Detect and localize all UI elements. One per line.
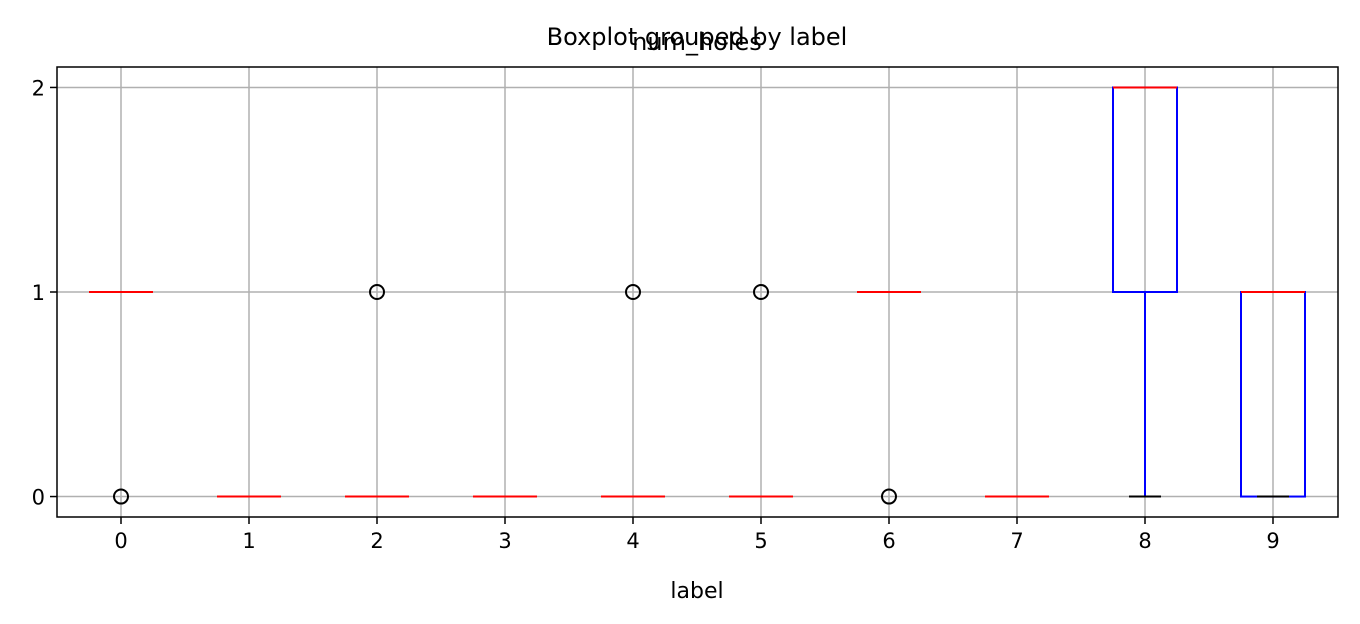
box-layer [89,86,1306,505]
x-tick-label-0: 0 [114,529,127,553]
box-group-2 [345,284,409,498]
chart-subtitle: num_holes [632,28,762,56]
x-axis-label: label [670,579,723,604]
y-tick-label-1: 1 [32,281,45,305]
y-tick-label-2: 2 [32,76,45,100]
x-tick-label-5: 5 [754,529,767,553]
x-tick-label-8: 8 [1138,529,1151,553]
flier-0-0 [113,488,129,505]
y-tick-label-0: 0 [32,486,45,510]
chart-title: Boxplot grouped by label [547,23,848,51]
x-tick-label-2: 2 [370,529,383,553]
x-tick-label-7: 7 [1010,529,1023,553]
box-group-0 [89,291,153,505]
plot-frame [56,66,1339,518]
box-group-5 [729,284,793,498]
x-tick-label-6: 6 [882,529,895,553]
box-group-8 [1112,86,1178,498]
x-tick-label-4: 4 [626,529,639,553]
box-group-6 [857,291,921,505]
x-tick-label-3: 3 [498,529,511,553]
box-group-4 [601,284,665,498]
x-tick-label-9: 9 [1266,529,1279,553]
box-group-9 [1240,291,1306,498]
x-tick-label-1: 1 [242,529,255,553]
tick-layer: 0 1 2 3 4 5 6 7 8 9 0 1 2 [32,76,1280,553]
flier-4-0 [625,284,641,300]
flier-2-0 [369,284,385,300]
flier-5-0 [753,284,769,300]
flier-6-0 [881,488,897,505]
